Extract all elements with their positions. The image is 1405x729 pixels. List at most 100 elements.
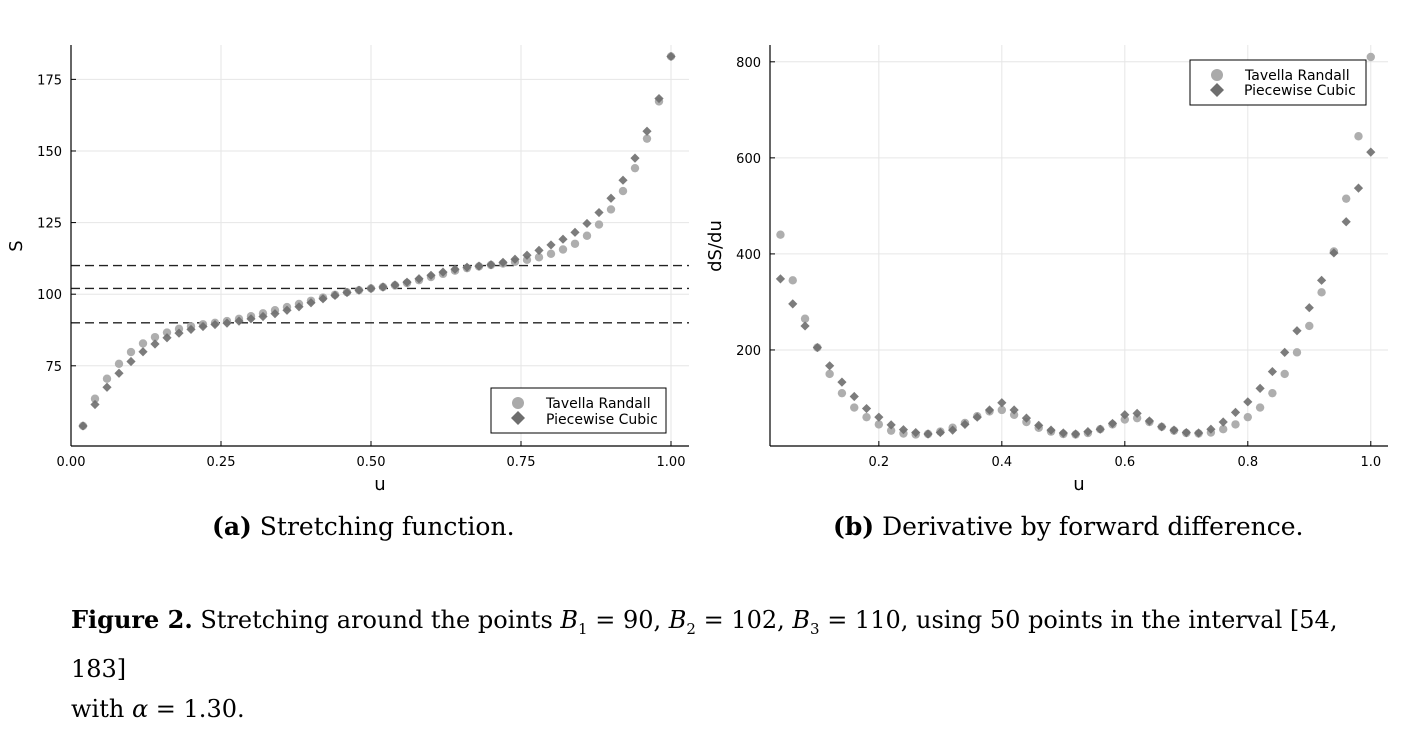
a-point-tavella-randall [594,220,604,229]
a-xtick-label: 0.25 [207,455,236,470]
a-point-piecewise-cubic [222,318,232,328]
a-point-piecewise-cubic [486,260,496,270]
a-point-tavella-randall [546,249,556,259]
a-point-piecewise-cubic [90,399,100,410]
a-point-piecewise-cubic [342,287,352,298]
a-point-piecewise-cubic [150,339,160,349]
chart-a-xlabel: u [374,474,385,495]
figure-caption-label: Figure 2. [71,605,193,634]
a-point-tavella-randall [114,359,124,368]
a-point-piecewise-cubic [462,262,472,272]
alpha-value: = 1.30. [148,694,245,723]
a-point-piecewise-cubic [510,254,520,264]
chart-a-legend-marker-circle [512,397,524,409]
chart-a-legend-marker-diamond [511,411,525,425]
a-point-piecewise-cubic [414,274,424,284]
a-point-piecewise-cubic [450,264,460,274]
a-ytick-label: 150 [37,145,62,160]
chart-a-legend-label-1: Tavella Randall [545,396,651,412]
a-point-piecewise-cubic [558,234,568,244]
a-point-piecewise-cubic [186,324,196,335]
chart-a-legend: Tavella Randall Piecewise Cubic [490,387,667,434]
alpha-symbol: α [131,694,149,723]
a-point-tavella-randall [102,374,112,383]
b1-symbol: B [560,606,579,634]
chart-a-ylabel: S [6,240,27,251]
b2-value: = 102, [695,606,793,634]
a-point-tavella-randall [630,163,640,173]
b1-subscript: 1 [578,619,588,638]
a-point-tavella-randall [162,328,172,337]
a-ytick-label: 125 [37,217,62,232]
a-point-piecewise-cubic [114,368,124,378]
a-xtick-label: 0.75 [507,455,536,470]
a-point-piecewise-cubic [654,93,664,104]
a-point-piecewise-cubic [582,218,592,229]
a-point-tavella-randall [90,394,100,403]
a-point-piecewise-cubic [642,126,652,136]
chart-a-axes [70,45,689,447]
a-point-piecewise-cubic [162,333,172,343]
a-point-piecewise-cubic [618,175,628,185]
subcaption-a-label: (a) [212,512,252,541]
chart-a-gridlines [70,45,689,446]
a-point-piecewise-cubic [234,316,244,326]
a-point-piecewise-cubic [594,207,604,218]
a-point-piecewise-cubic [306,298,316,308]
b3-subscript: 3 [810,619,820,638]
chart-a-points [78,51,676,431]
a-point-piecewise-cubic [270,309,280,319]
a-point-piecewise-cubic [78,421,88,431]
b1-value: = 90, [587,606,669,634]
a-point-tavella-randall [558,245,568,254]
a-point-piecewise-cubic [258,311,268,322]
a-point-tavella-randall [126,347,136,357]
a-point-piecewise-cubic [246,314,256,324]
a-point-piecewise-cubic [606,193,616,203]
b3-value: = 110, using 50 points in the interval [… [71,606,1338,683]
a-point-tavella-randall [150,332,160,342]
a-point-piecewise-cubic [522,250,532,260]
a-point-piecewise-cubic [534,245,544,255]
a-point-piecewise-cubic [282,305,292,315]
a-point-piecewise-cubic [402,277,412,287]
a-ytick-label: 100 [37,288,62,303]
a-point-piecewise-cubic [438,267,448,277]
chart-a-ticks: 0.00 0.25 0.50 0.75 1.00 75 100 125 150 175 [37,73,685,470]
a-point-piecewise-cubic [318,294,328,304]
a-point-piecewise-cubic [174,328,184,338]
a-point-piecewise-cubic [630,153,640,163]
figure-caption: Figure 2. Stretching around the points B… [71,600,1371,729]
a-point-piecewise-cubic [498,257,508,267]
a-point-tavella-randall [642,134,652,143]
a-xtick-label: 0.00 [57,455,86,470]
b3-symbol: B [792,606,811,634]
a-ytick-label: 75 [45,360,62,375]
stretching-function-chart: 0.00 0.25 0.50 0.75 1.00 75 100 125 150 175 u S T… [6,45,689,495]
chart-a-legend-label-2: Piecewise Cubic [546,412,658,428]
subcaption-b: (b) Derivative by forward difference. [833,512,1304,541]
a-point-tavella-randall [138,339,148,348]
a-point-piecewise-cubic [666,51,676,62]
a-ytick-label: 175 [37,73,62,88]
a-point-piecewise-cubic [378,282,388,292]
a-xtick-label: 1.00 [657,455,686,470]
a-point-piecewise-cubic [126,356,136,367]
a-point-piecewise-cubic [570,227,580,237]
a-point-tavella-randall [570,239,580,248]
a-xtick-label: 0.50 [357,455,386,470]
a-point-piecewise-cubic [294,302,304,312]
a-point-piecewise-cubic [102,382,112,392]
a-point-piecewise-cubic [354,285,364,295]
b2-subscript: 2 [686,619,696,638]
a-point-piecewise-cubic [546,240,556,250]
figure-caption-text-2: with [71,694,132,723]
subcaption-a: (a) Stretching function. [212,512,515,541]
chart-a-legend-box [490,387,667,434]
a-point-piecewise-cubic [366,283,376,294]
a-point-tavella-randall [582,231,592,240]
b2-symbol: B [668,606,687,634]
a-point-piecewise-cubic [330,290,340,300]
a-point-piecewise-cubic [474,261,484,271]
a-point-piecewise-cubic [198,321,208,332]
